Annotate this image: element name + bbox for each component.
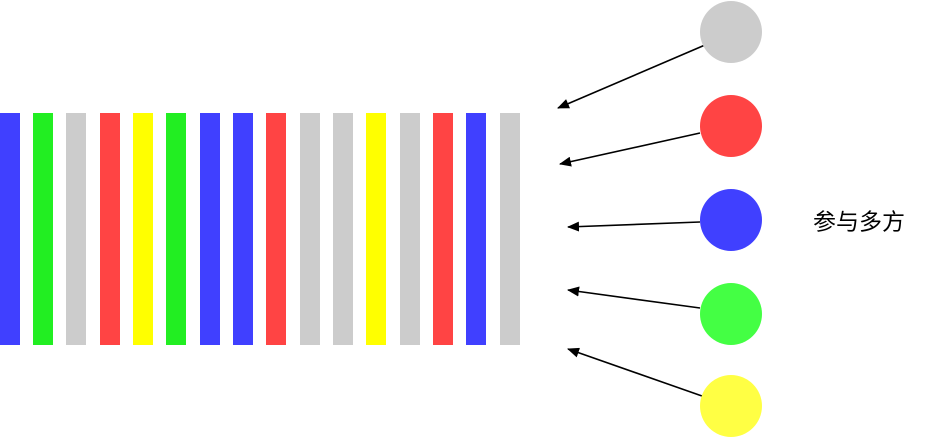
- arrow: [567, 221, 701, 232]
- bar: [300, 113, 320, 345]
- arrow: [559, 132, 701, 167]
- party-circle: [700, 189, 762, 251]
- parties: [700, 1, 762, 437]
- bars: [0, 113, 520, 345]
- bar: [500, 113, 520, 345]
- arrow: [557, 44, 706, 109]
- bar: [0, 113, 20, 345]
- arrows: [557, 44, 706, 397]
- arrow: [567, 286, 701, 309]
- party-circle: [700, 1, 762, 63]
- bar: [400, 113, 420, 345]
- party-circle: [700, 283, 762, 345]
- party-circle: [700, 375, 762, 437]
- arrow: [567, 347, 703, 397]
- bar: [100, 113, 120, 345]
- bar: [133, 113, 153, 345]
- bar: [33, 113, 53, 345]
- bar: [466, 113, 486, 345]
- label: 参与多方: [813, 210, 905, 236]
- bar: [333, 113, 353, 345]
- party-circle: [700, 95, 762, 157]
- bar: [66, 113, 86, 345]
- bar: [166, 113, 186, 345]
- bar: [366, 113, 386, 345]
- bar: [433, 113, 453, 345]
- bar: [266, 113, 286, 345]
- bar: [233, 113, 253, 345]
- bar: [200, 113, 220, 345]
